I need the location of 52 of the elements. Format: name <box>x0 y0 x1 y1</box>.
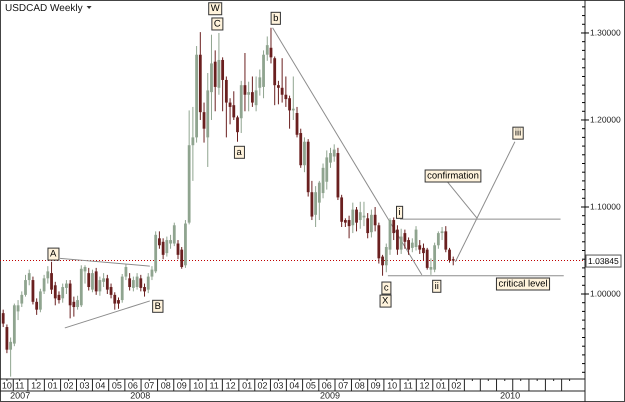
y-tick-label: 1.30000 <box>590 28 621 38</box>
annotation: a <box>236 146 242 158</box>
x-tick-label: 05 <box>306 380 316 390</box>
y-tick-label: 1.10000 <box>590 202 621 212</box>
x-tick-label: 01 <box>48 380 58 390</box>
x-tick-label: 02 <box>257 380 268 390</box>
x-tick-label: 10 <box>387 380 398 390</box>
annotation: C <box>214 18 221 30</box>
x-tick-label: 09 <box>176 380 187 390</box>
x-tick-label: 10 <box>2 380 12 390</box>
x-tick-label: 05 <box>112 380 122 390</box>
x-tick-label: 08 <box>160 380 171 390</box>
x-tick-label: 10 <box>193 380 204 390</box>
x-tick-label: 04 <box>95 380 106 390</box>
x-tick-label: 11 <box>14 380 24 390</box>
x-tick-label: 11 <box>209 380 219 390</box>
annotation: c <box>384 282 389 294</box>
y-tick-label: 1.00000 <box>590 288 621 299</box>
annotation: critical level <box>498 278 548 290</box>
x-tick-label: 02 <box>64 380 74 390</box>
x-tick-label: 07 <box>144 380 154 390</box>
x-tick-label: 04 <box>289 380 300 390</box>
x-tick-label: 07 <box>338 380 348 390</box>
x2-tick-label: 2008 <box>130 390 150 400</box>
annotation: iii <box>514 128 522 139</box>
x-tick-label: 09 <box>370 380 381 390</box>
annotation: W <box>210 3 220 14</box>
x-tick-label: 06 <box>128 380 138 390</box>
x-tick-label: 12 <box>226 380 236 390</box>
x-tick-label: 02 <box>451 380 462 390</box>
annotation: B <box>154 300 161 312</box>
x-tick-label: 01 <box>242 380 252 390</box>
x2-tick-label: 2010 <box>500 390 520 400</box>
annotation: ii <box>434 280 439 292</box>
x2-tick-label: 2009 <box>320 390 340 400</box>
x-tick-label: 06 <box>322 380 332 390</box>
annotation: A <box>50 248 57 260</box>
annotation: confirmation <box>427 170 479 182</box>
chart-title: USDCAD Weekly <box>5 3 83 14</box>
annotation: X <box>382 296 390 307</box>
y-tick-label: 1.20000 <box>590 114 621 125</box>
annotation: i <box>398 206 401 218</box>
x-tick-label: 08 <box>354 380 365 390</box>
x2-tick-label: 2007 <box>10 390 30 400</box>
x-tick-label: 01 <box>436 380 446 390</box>
ref-line-label: 1.03845 <box>588 256 619 266</box>
x-tick-label: 11 <box>403 380 413 390</box>
annotation: b <box>273 12 278 24</box>
x-tick-label: 03 <box>273 380 284 390</box>
x-tick-label: 12 <box>31 380 42 390</box>
x-tick-label: 12 <box>420 380 430 390</box>
x-tick-label: 03 <box>79 380 90 390</box>
